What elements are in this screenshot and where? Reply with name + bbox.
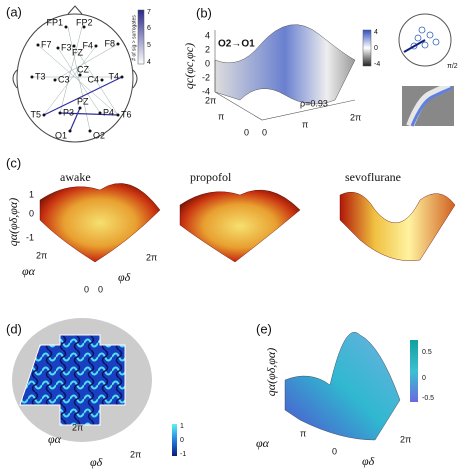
axis-tick: 0 [244,127,249,137]
surface [284,332,401,441]
z-tick: 2 [205,44,210,54]
colorbar-tick: 0 [374,45,378,52]
x-axis-label: φα [256,436,270,450]
panel-e: (e) qα(φδ,φα) 0.5 0 -0.5 π 0 2π φα φδ [256,321,434,467]
electrode: F4 [82,40,93,50]
colorbar-tick: 6 [147,25,151,32]
axis-tick: 2π [130,449,141,459]
colorbar-label: # of sig > surrogates [131,15,137,61]
electrode: F3 [61,42,72,52]
panel-d: (d) 2π 2π φα φδ 1 0 -1 [6,318,186,469]
axis-tick: 2π [36,250,47,260]
z-axis-label: qα(φδ,φα) [6,198,20,246]
surface [39,183,161,263]
axis-tick: π [300,428,306,438]
colorbar [410,340,418,402]
panel-label: (a) [6,4,22,19]
electrode: CZ [77,64,89,74]
electrode: O1 [55,130,67,140]
electrode: T6 [121,109,132,119]
polar-label: π/2 [447,63,458,70]
surface [339,191,456,261]
colorbar [362,29,372,67]
surface [179,189,301,263]
z-tick: -4 [202,86,210,96]
z-tick: -2 [202,72,210,82]
z-axis-label: qc(φc,φc) [182,43,196,89]
connections [32,26,122,132]
axis-tick: 2π [400,434,411,444]
z-tick: 4 [205,30,210,40]
electrode: P3 [63,107,74,117]
colorbar-tick: 0 [422,375,426,382]
panel-label: (d) [6,321,22,336]
surface-title: O2→O1 [218,39,255,50]
panel-label: (e) [256,321,272,336]
axis-tick: π [302,119,308,129]
x-axis-label: φα [22,264,36,278]
colorbar-tick: 5 [147,42,151,49]
axis-tick: 0 [332,446,337,456]
electrode: P4 [103,107,114,117]
z-tick: 0 [205,58,210,68]
electrode: T5 [30,109,41,119]
colorbar [172,424,177,456]
panel-label: (c) [6,155,21,170]
electrode: FP2 [76,17,93,27]
surface-title: awake [60,170,91,184]
z-tick: 1 [29,189,34,199]
rho: ρ=0.93 [300,98,328,108]
electrode: FZ [72,47,83,57]
colorbar [137,9,145,65]
colorbar-tick: 7 [147,9,151,16]
y-axis-label: φδ [118,270,131,284]
surface [214,24,356,105]
electrode: FP1 [46,17,63,27]
panel-label: (b) [196,5,212,20]
panel-c: (c) awake propofol sevoflurane qα(φδ,φα)… [6,155,456,294]
electrode: C4 [87,74,99,84]
electrode: F8 [104,38,115,48]
colorbar-tick: 0 [180,437,184,444]
axis-tick: 0 [262,127,267,137]
axis-tick: 2π [350,112,361,122]
y-axis-label: φδ [90,455,103,469]
axis-tick: 2π [72,422,83,432]
surface-grid [19,334,126,426]
axis-tick: 2π [146,252,157,262]
colorbar-tick: -0.5 [422,395,434,402]
axis-tick: 0 [84,284,89,294]
x-axis-label: φα [48,432,62,446]
z-tick: -1 [26,232,34,242]
axis-tick: 0 [98,284,103,294]
axis-tick: π [218,111,224,121]
electrode: C3 [58,74,70,84]
electrode: T3 [35,71,46,81]
surface-title: propofol [190,170,232,184]
electrode: O2 [93,130,105,140]
colorbar-tick: 0.5 [422,349,432,356]
electrode: F7 [41,39,52,49]
colorbar-tick: 4 [147,59,151,66]
axis-tick: 2π [205,95,216,105]
z-axis-label: qα(φδ,φα) [264,348,278,396]
z-tick: 0 [29,208,34,218]
colorbar-tick: -4 [374,61,380,68]
colorbar-tick: -1 [180,451,186,458]
electrode: PZ [77,96,89,106]
colorbar-tick: 4 [374,29,378,36]
colorbar-tick: 1 [180,423,184,430]
surface-title: sevoflurane [345,170,401,184]
electrode: T4 [108,71,119,81]
y-axis-label: φδ [362,454,375,468]
head [16,13,134,143]
panel-b: (b) O2→O1 qc(φc,φc) 4 2 0 -2 -4 4 0 -4 2… [182,5,458,137]
panel-a: (a) FP1 FP2 F7 F3 FZ F4 F8 T3 C3 CZ C4 T… [6,4,151,143]
